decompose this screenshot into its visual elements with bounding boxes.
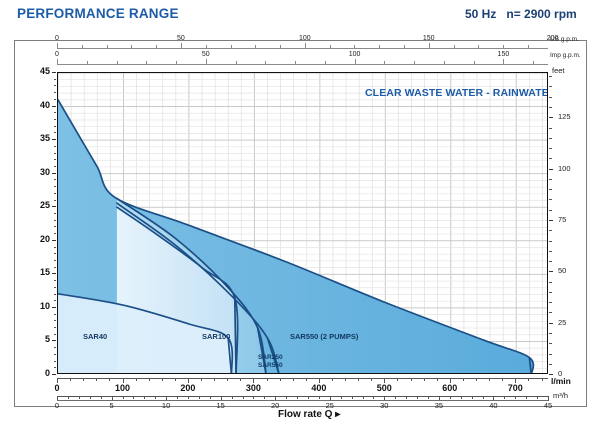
x-tick2-30: 30	[380, 401, 389, 410]
x-top-tick-200: 200	[546, 35, 559, 42]
y-tick-5: 5	[44, 334, 50, 345]
x-tick-700: 700	[507, 383, 523, 393]
chart-title: CLEAR WASTE WATER - RAINWATER	[365, 87, 548, 99]
x-tick2-10: 10	[161, 401, 171, 410]
frame-left-rule	[14, 40, 15, 407]
x-top2-unit: Imp g.p.m.	[550, 52, 581, 59]
curve-label-sar250: SAR250	[258, 354, 283, 361]
y-right-tick-75: 75	[558, 214, 567, 224]
x-tick-200: 200	[180, 383, 196, 393]
y-tick-15: 15	[39, 267, 50, 278]
x-top-tick-50: 50	[176, 35, 185, 42]
page-title: PERFORMANCE RANGE	[17, 6, 179, 21]
y-axis-title: Head H (metres) ▸	[0, 70, 1, 150]
y-axis-right-unit: feet	[552, 66, 565, 75]
x-axis-title: Flow rate Q ▸	[278, 409, 341, 420]
x-tick2-0: 0	[54, 401, 60, 410]
y-right-tick-25: 25	[558, 317, 567, 327]
x-top2-tick-150: 150	[497, 51, 510, 58]
x-tick-100: 100	[114, 383, 131, 393]
x-top2-tick-100: 100	[348, 51, 361, 58]
x-top2-tick-0: 0	[55, 51, 59, 58]
x-tick-400: 400	[311, 383, 327, 393]
y-right-tick-50: 50	[558, 266, 567, 276]
x-top-unit: US g.p.m.	[550, 36, 579, 43]
x-tick2-40: 40	[489, 401, 498, 410]
header-conditions: 50 Hz n= 2900 rpm	[465, 7, 577, 21]
x-tick-0: 0	[54, 383, 60, 393]
y-tick-30: 30	[39, 166, 50, 177]
y-tick-45: 45	[39, 66, 50, 76]
y-tick-10: 10	[39, 300, 50, 311]
x-axis-lmin-unit: l/min	[551, 376, 571, 386]
plot-area: CLEAR WASTE WATER - RAINWATER SAR40 SAR1…	[57, 72, 548, 374]
x-axis-m3h-unit: m³/h	[553, 391, 568, 400]
x-top2-tick-50: 50	[201, 51, 210, 58]
y-tick-40: 40	[39, 99, 50, 110]
y-right-tick-100: 100	[558, 163, 571, 173]
x-tick-500: 500	[376, 383, 392, 393]
frequency-label: 50 Hz	[465, 7, 497, 21]
y-right-tick-0: 0	[558, 369, 563, 378]
curve-label-sar550-2pumps: SAR550 (2 PUMPS)	[290, 332, 359, 341]
x-tick-600: 600	[442, 383, 458, 393]
performance-curves-svg	[58, 73, 547, 373]
speed-label: n= 2900 rpm	[506, 7, 577, 21]
curve-label-sar550: SAR550	[258, 362, 283, 369]
y-right-tick-125: 125	[558, 112, 571, 122]
x-tick2-45: 45	[543, 401, 553, 410]
x-top-tick-0: 0	[55, 35, 59, 42]
x-tick2-35: 35	[434, 401, 444, 410]
x-tick2-25: 25	[325, 401, 334, 410]
axis-top-imp-gpm: 0 50 100 150 Imp g.p.m.	[55, 51, 581, 78]
x-top-tick-100: 100	[298, 35, 311, 42]
x-tick2-5: 5	[109, 401, 114, 410]
x-tick2-20: 20	[271, 401, 280, 410]
x-tick-300: 300	[245, 383, 261, 393]
y-tick-35: 35	[39, 133, 50, 144]
frame-top-rule	[14, 40, 587, 41]
frame-right-rule	[586, 40, 587, 407]
x-top-tick-150: 150	[422, 35, 435, 42]
y-tick-20: 20	[39, 233, 50, 244]
flow-rate-rule	[57, 400, 548, 401]
curve-label-sar40: SAR40	[83, 332, 108, 341]
axis-top-us-gpm: 0 50 100 150 200 US g.p.m.	[55, 35, 579, 62]
x-tick2-15: 15	[216, 401, 225, 410]
frame-bottom-rule	[14, 406, 587, 407]
curve-label-sar100: SAR100	[202, 332, 231, 341]
y-tick-25: 25	[39, 200, 50, 211]
y-tick-0: 0	[44, 368, 50, 378]
